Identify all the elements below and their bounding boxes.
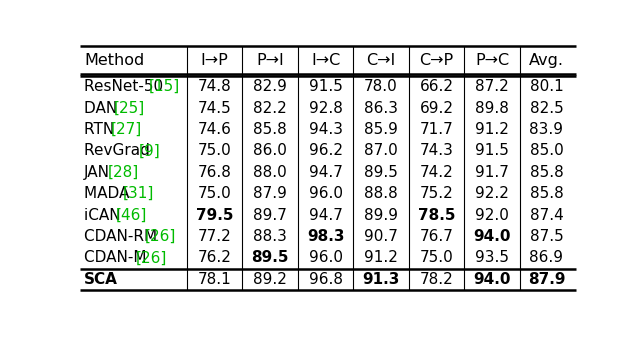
- Text: C→P: C→P: [420, 54, 454, 68]
- Text: [28]: [28]: [108, 165, 139, 180]
- Text: 92.0: 92.0: [476, 207, 509, 222]
- Text: 74.3: 74.3: [420, 143, 454, 158]
- Text: 82.9: 82.9: [253, 79, 287, 94]
- Text: 77.2: 77.2: [198, 229, 231, 244]
- Text: 91.2: 91.2: [364, 251, 398, 265]
- Text: 78.5: 78.5: [418, 207, 456, 222]
- Text: 85.8: 85.8: [530, 186, 563, 201]
- Text: 71.7: 71.7: [420, 122, 454, 137]
- Text: 86.9: 86.9: [529, 251, 563, 265]
- Text: 91.2: 91.2: [476, 122, 509, 137]
- Text: 85.0: 85.0: [530, 143, 563, 158]
- Text: [25]: [25]: [113, 101, 145, 116]
- Text: 96.2: 96.2: [308, 143, 342, 158]
- Text: 87.9: 87.9: [253, 186, 287, 201]
- Text: 83.9: 83.9: [529, 122, 563, 137]
- Text: 74.5: 74.5: [198, 101, 231, 116]
- Text: [15]: [15]: [149, 79, 180, 94]
- Text: 76.8: 76.8: [198, 165, 231, 180]
- Text: 91.5: 91.5: [476, 143, 509, 158]
- Text: 88.3: 88.3: [253, 229, 287, 244]
- Text: 94.7: 94.7: [308, 207, 342, 222]
- Text: 87.2: 87.2: [476, 79, 509, 94]
- Text: Avg.: Avg.: [529, 54, 564, 68]
- Text: 75.0: 75.0: [198, 186, 231, 201]
- Text: C→I: C→I: [367, 54, 396, 68]
- Text: [26]: [26]: [136, 251, 168, 265]
- Text: 85.9: 85.9: [364, 122, 398, 137]
- Text: SCA: SCA: [84, 272, 118, 287]
- Text: JAN: JAN: [84, 165, 115, 180]
- Text: 91.7: 91.7: [476, 165, 509, 180]
- Text: 89.5: 89.5: [364, 165, 398, 180]
- Text: [9]: [9]: [139, 143, 161, 158]
- Text: 93.5: 93.5: [475, 251, 509, 265]
- Text: 85.8: 85.8: [530, 165, 563, 180]
- Text: 94.3: 94.3: [308, 122, 342, 137]
- Text: 92.2: 92.2: [476, 186, 509, 201]
- Text: 88.0: 88.0: [253, 165, 287, 180]
- Text: 90.7: 90.7: [364, 229, 398, 244]
- Text: CDAN-M: CDAN-M: [84, 251, 151, 265]
- Text: 88.8: 88.8: [364, 186, 398, 201]
- Text: 66.2: 66.2: [420, 79, 454, 94]
- Text: 92.8: 92.8: [308, 101, 342, 116]
- Text: 74.2: 74.2: [420, 165, 454, 180]
- Text: 75.0: 75.0: [420, 251, 454, 265]
- Text: 78.0: 78.0: [364, 79, 398, 94]
- Text: 96.0: 96.0: [308, 251, 342, 265]
- Text: [31]: [31]: [123, 186, 154, 201]
- Text: I→C: I→C: [311, 54, 340, 68]
- Text: 98.3: 98.3: [307, 229, 344, 244]
- Text: 76.7: 76.7: [420, 229, 454, 244]
- Text: 87.5: 87.5: [530, 229, 563, 244]
- Text: 89.2: 89.2: [253, 272, 287, 287]
- Text: 89.8: 89.8: [476, 101, 509, 116]
- Text: P→C: P→C: [475, 54, 509, 68]
- Text: 86.3: 86.3: [364, 101, 398, 116]
- Text: 78.1: 78.1: [198, 272, 231, 287]
- Text: CDAN-RM: CDAN-RM: [84, 229, 162, 244]
- Text: 74.8: 74.8: [198, 79, 231, 94]
- Text: 89.9: 89.9: [364, 207, 398, 222]
- Text: [46]: [46]: [116, 207, 147, 222]
- Text: 89.5: 89.5: [252, 251, 289, 265]
- Text: 76.2: 76.2: [198, 251, 231, 265]
- Text: RevGrad: RevGrad: [84, 143, 155, 158]
- Text: 87.4: 87.4: [530, 207, 563, 222]
- Text: 69.2: 69.2: [420, 101, 454, 116]
- Text: 80.1: 80.1: [530, 79, 563, 94]
- Text: 94.0: 94.0: [474, 229, 511, 244]
- Text: Method: Method: [84, 54, 144, 68]
- Text: [26]: [26]: [145, 229, 176, 244]
- Text: 91.5: 91.5: [308, 79, 342, 94]
- Text: 87.0: 87.0: [364, 143, 398, 158]
- Text: 78.2: 78.2: [420, 272, 454, 287]
- Text: [27]: [27]: [111, 122, 143, 137]
- Text: RTN: RTN: [84, 122, 119, 137]
- Text: 79.5: 79.5: [196, 207, 233, 222]
- Text: ResNet-50: ResNet-50: [84, 79, 168, 94]
- Text: 75.0: 75.0: [198, 143, 231, 158]
- Text: 86.0: 86.0: [253, 143, 287, 158]
- Text: 87.9: 87.9: [528, 272, 565, 287]
- Text: 91.3: 91.3: [362, 272, 400, 287]
- Text: 89.7: 89.7: [253, 207, 287, 222]
- Text: 96.0: 96.0: [308, 186, 342, 201]
- Text: DAN: DAN: [84, 101, 122, 116]
- Text: 94.0: 94.0: [474, 272, 511, 287]
- Text: iCAN: iCAN: [84, 207, 125, 222]
- Text: 74.6: 74.6: [198, 122, 231, 137]
- Text: 75.2: 75.2: [420, 186, 454, 201]
- Text: P→I: P→I: [256, 54, 284, 68]
- Text: 85.8: 85.8: [253, 122, 287, 137]
- Text: 82.2: 82.2: [253, 101, 287, 116]
- Text: 96.8: 96.8: [308, 272, 342, 287]
- Text: 94.7: 94.7: [308, 165, 342, 180]
- Text: 82.5: 82.5: [530, 101, 563, 116]
- Text: MADA: MADA: [84, 186, 134, 201]
- Text: I→P: I→P: [200, 54, 228, 68]
